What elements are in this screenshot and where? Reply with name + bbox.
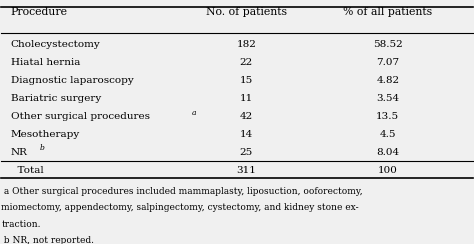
Text: Diagnostic laparoscopy: Diagnostic laparoscopy (11, 76, 134, 85)
Text: Other surgical procedures: Other surgical procedures (11, 112, 150, 121)
Text: Bariatric surgery: Bariatric surgery (11, 94, 101, 103)
Text: Cholecystectomy: Cholecystectomy (11, 41, 100, 50)
Text: a Other surgical procedures included mammaplasty, liposuction, ooforectomy,: a Other surgical procedures included mam… (1, 187, 363, 196)
Text: 182: 182 (237, 41, 256, 50)
Text: Procedure: Procedure (11, 7, 68, 17)
Text: traction.: traction. (1, 220, 41, 229)
Text: 22: 22 (240, 58, 253, 67)
Text: Hiatal hernia: Hiatal hernia (11, 58, 80, 67)
Text: No. of patients: No. of patients (206, 7, 287, 17)
Text: 100: 100 (378, 166, 398, 175)
Text: 7.07: 7.07 (376, 58, 400, 67)
Text: 14: 14 (240, 130, 253, 139)
Text: % of all patients: % of all patients (343, 7, 432, 17)
Text: 58.52: 58.52 (373, 41, 403, 50)
Text: Mesotherapy: Mesotherapy (11, 130, 80, 139)
Text: 42: 42 (240, 112, 253, 121)
Text: 15: 15 (240, 76, 253, 85)
Text: NR: NR (11, 148, 27, 157)
Text: b: b (40, 144, 45, 152)
Text: miomectomy, appendectomy, salpingectomy, cystectomy, and kidney stone ex-: miomectomy, appendectomy, salpingectomy,… (1, 203, 359, 212)
Text: 311: 311 (237, 166, 256, 175)
Text: a: a (192, 109, 197, 117)
Text: 11: 11 (240, 94, 253, 103)
Text: 25: 25 (240, 148, 253, 157)
Text: 4.5: 4.5 (380, 130, 396, 139)
Text: 8.04: 8.04 (376, 148, 400, 157)
Text: Total: Total (11, 166, 44, 175)
Text: 4.82: 4.82 (376, 76, 400, 85)
Text: b NR, not reported.: b NR, not reported. (1, 236, 94, 244)
Text: 3.54: 3.54 (376, 94, 400, 103)
Text: 13.5: 13.5 (376, 112, 400, 121)
